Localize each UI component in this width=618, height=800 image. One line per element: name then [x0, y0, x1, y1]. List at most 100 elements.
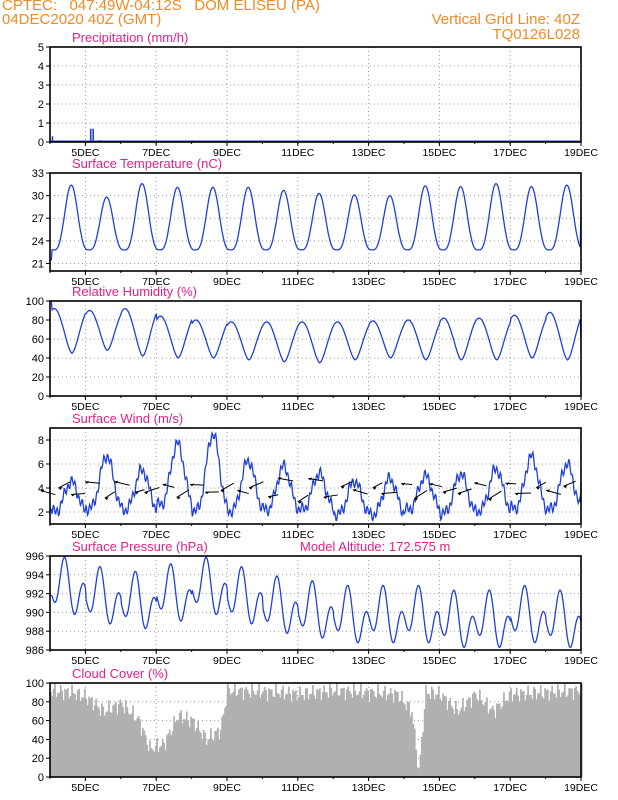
- cloud-bar: [321, 692, 324, 777]
- precip-xtick-label: 13DEC: [352, 147, 386, 159]
- cloud-bar: [59, 685, 62, 777]
- cloud-bar: [481, 704, 484, 777]
- cloud-xtick-label: 17DEC: [493, 782, 527, 794]
- cloud-bar: [413, 728, 416, 777]
- cloud-bar: [578, 693, 580, 777]
- cloud-bar: [57, 692, 59, 777]
- wind-xtick-label: 9DEC: [213, 529, 241, 541]
- wind-arrowhead: [563, 485, 568, 489]
- cloud-bar: [204, 733, 207, 777]
- wind-arrowhead: [429, 482, 434, 486]
- pressure-ytick-label: 990: [26, 607, 44, 619]
- cloud-bar: [541, 696, 544, 777]
- cloud-bar: [93, 705, 96, 777]
- pressure-ytick-label: 996: [26, 551, 44, 563]
- cloud-bar: [313, 695, 316, 777]
- cloud-bar: [528, 695, 531, 777]
- cloud-bar: [190, 716, 192, 777]
- cloud-bar: [188, 727, 191, 777]
- cloud-bar: [135, 720, 137, 777]
- cloud-bar: [348, 691, 351, 777]
- cloud-bar: [258, 683, 260, 777]
- cloud-bar: [469, 697, 471, 777]
- cloud-bar: [222, 714, 225, 777]
- cloud-bar: [344, 700, 347, 777]
- cloud-bar: [290, 701, 293, 777]
- rh-frame: [49, 300, 582, 397]
- cloud-bar: [511, 701, 514, 777]
- cloud-bar: [486, 697, 488, 777]
- rh-xtick-label: 5DEC: [71, 401, 99, 413]
- cloud-bar: [357, 694, 360, 777]
- cloud-bar: [54, 683, 56, 777]
- cloud-bar: [568, 688, 571, 777]
- header-location: CPTEC: 047:49W-04:12S DOM ELISEU (PA): [2, 0, 320, 14]
- wind-xtick-label: 11DEC: [281, 529, 314, 541]
- cloud-bar: [518, 701, 521, 777]
- cloud-bar: [370, 689, 372, 777]
- cloud-bar: [435, 694, 437, 777]
- cloud-bar: [396, 691, 399, 777]
- cloud-bar: [381, 697, 384, 777]
- cloud-bar: [160, 745, 163, 777]
- cloud-bar: [221, 716, 224, 777]
- cloud-bar: [566, 695, 569, 777]
- cloud-bar: [261, 694, 263, 777]
- cloud-bar: [554, 693, 556, 777]
- cloud-ytick-label: 60: [32, 716, 44, 728]
- wind-arrowhead: [220, 489, 225, 493]
- cloud-bar: [361, 698, 364, 777]
- cloud-bar: [484, 701, 487, 777]
- rh-xtick-label: 9DEC: [213, 401, 241, 413]
- cloud-bar: [347, 686, 350, 777]
- cloud-bar: [193, 718, 195, 777]
- cloud-bar: [440, 701, 443, 777]
- cloud-bar: [387, 695, 389, 777]
- cloud-bar: [334, 691, 337, 777]
- precip-xtick-label: 19DEC: [564, 147, 598, 159]
- cloud-bar: [110, 713, 113, 777]
- cloud-bar: [200, 732, 202, 777]
- precip-ytick-label: 1: [38, 118, 44, 130]
- cloud-bar: [457, 715, 460, 777]
- temp-ytick-label: 24: [32, 236, 44, 248]
- cloud-bar: [86, 705, 89, 777]
- cloud-bar: [85, 698, 88, 777]
- cloud-bar: [545, 690, 548, 777]
- cloud-bar: [147, 751, 150, 777]
- precip-bar: [89, 128, 92, 142]
- cloud-bar: [168, 729, 171, 777]
- cloud-bar: [92, 710, 95, 777]
- cloud-bar: [445, 696, 447, 777]
- wind-xtick-label: 7DEC: [142, 529, 170, 541]
- wind-arrowhead: [515, 492, 520, 496]
- wind-xtick-label: 19DEC: [564, 529, 598, 541]
- wind-arrowhead: [308, 477, 313, 481]
- cloud-bars: [50, 683, 583, 777]
- cloud-bar: [336, 683, 338, 777]
- cloud-bar: [538, 693, 541, 777]
- cloud-bar: [246, 690, 249, 777]
- cloud-bar: [422, 731, 425, 777]
- cloud-bar: [515, 687, 518, 777]
- cloud-bar: [306, 688, 309, 777]
- cloud-bar: [293, 691, 296, 777]
- cloud-bar: [412, 724, 415, 777]
- cloud-bar: [552, 693, 555, 777]
- cloud-bar: [229, 694, 232, 777]
- precip-frame: [49, 46, 582, 143]
- cloud-bar: [251, 683, 253, 777]
- wind-title: Surface Wind (m/s): [72, 411, 183, 426]
- cloud-bar: [549, 691, 552, 777]
- cloud-bar: [470, 707, 473, 777]
- cloud-bar: [245, 687, 248, 777]
- cloud-bar: [153, 751, 156, 777]
- pressure-xtick-label: 11DEC: [281, 655, 314, 667]
- cloud-xtick-label: 9DEC: [213, 782, 241, 794]
- wind-xtick-label: 5DEC: [71, 529, 99, 541]
- cloud-bar: [479, 689, 481, 777]
- precip-ytick-label: 3: [38, 80, 44, 92]
- cloud-bar: [136, 717, 139, 777]
- cloud-bar: [355, 695, 358, 777]
